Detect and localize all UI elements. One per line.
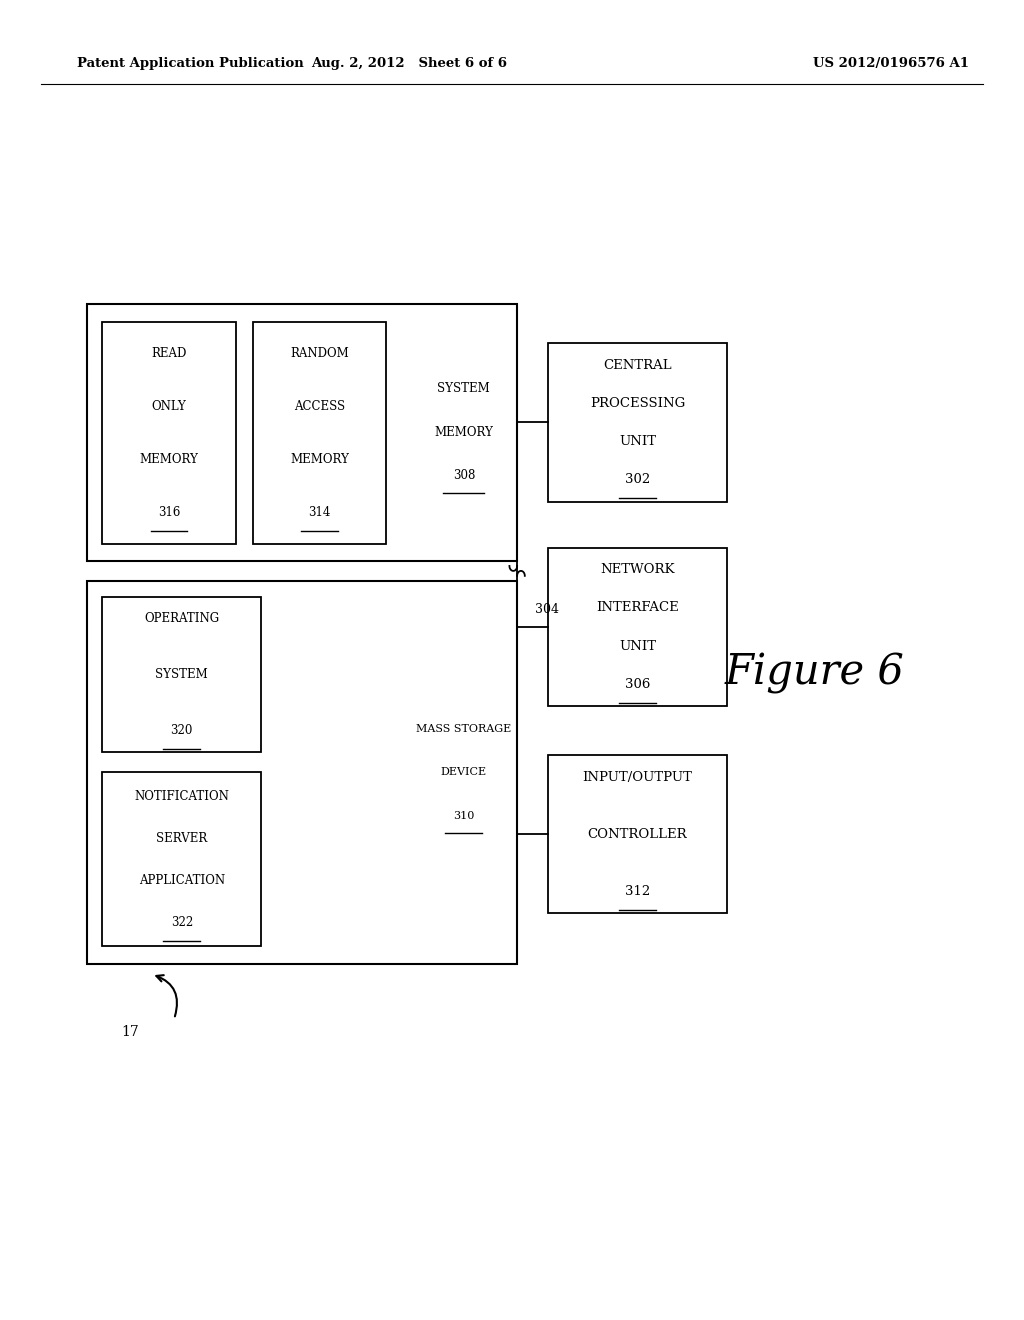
Text: DEVICE: DEVICE — [440, 767, 487, 777]
Text: OPERATING: OPERATING — [144, 612, 219, 624]
Text: 322: 322 — [171, 916, 193, 928]
Text: UNIT: UNIT — [618, 639, 656, 652]
Bar — [253, 322, 386, 544]
Bar — [102, 772, 261, 946]
Bar — [548, 548, 727, 706]
Text: 308: 308 — [453, 470, 475, 482]
Text: ONLY: ONLY — [152, 400, 186, 413]
Text: NETWORK: NETWORK — [600, 564, 675, 577]
Text: 17: 17 — [121, 1026, 139, 1039]
Text: 304: 304 — [535, 603, 558, 616]
Text: Figure 6: Figure 6 — [724, 652, 904, 694]
Bar — [102, 322, 236, 544]
Text: SYSTEM: SYSTEM — [156, 668, 208, 681]
Text: CENTRAL: CENTRAL — [603, 359, 672, 372]
Text: Patent Application Publication: Patent Application Publication — [77, 57, 303, 70]
Text: CONTROLLER: CONTROLLER — [588, 828, 687, 841]
Text: PROCESSING: PROCESSING — [590, 397, 685, 411]
Text: MASS STORAGE: MASS STORAGE — [416, 723, 512, 734]
Text: 316: 316 — [158, 507, 180, 519]
Text: 306: 306 — [625, 677, 650, 690]
Bar — [548, 755, 727, 913]
Text: SYSTEM: SYSTEM — [437, 383, 490, 395]
Text: MEMORY: MEMORY — [434, 426, 494, 438]
Text: MEMORY: MEMORY — [139, 453, 199, 466]
Text: 310: 310 — [454, 810, 474, 821]
Text: US 2012/0196576 A1: US 2012/0196576 A1 — [813, 57, 969, 70]
Text: READ: READ — [152, 347, 186, 359]
FancyArrowPatch shape — [157, 975, 177, 1016]
Bar — [87, 304, 517, 561]
Text: SERVER: SERVER — [156, 832, 208, 845]
Text: INTERFACE: INTERFACE — [596, 602, 679, 615]
Text: 314: 314 — [308, 507, 331, 519]
Text: 312: 312 — [625, 884, 650, 898]
Text: INPUT/OUTPUT: INPUT/OUTPUT — [583, 771, 692, 784]
Text: MEMORY: MEMORY — [290, 453, 349, 466]
Bar — [87, 581, 517, 964]
Text: ACCESS: ACCESS — [294, 400, 345, 413]
Text: 320: 320 — [171, 725, 193, 737]
Text: UNIT: UNIT — [618, 434, 656, 447]
Text: Aug. 2, 2012   Sheet 6 of 6: Aug. 2, 2012 Sheet 6 of 6 — [311, 57, 508, 70]
Bar — [102, 597, 261, 752]
Text: APPLICATION: APPLICATION — [138, 874, 225, 887]
Text: RANDOM: RANDOM — [290, 347, 349, 359]
Bar — [548, 343, 727, 502]
Text: NOTIFICATION: NOTIFICATION — [134, 791, 229, 803]
Text: 302: 302 — [625, 473, 650, 486]
